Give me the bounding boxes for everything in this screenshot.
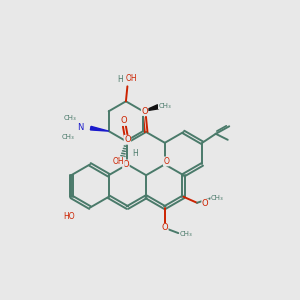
Polygon shape [90,126,109,131]
Text: O: O [164,157,169,166]
Text: HO: HO [63,212,75,221]
Text: O: O [121,116,127,125]
Text: O: O [141,106,148,116]
Text: O: O [202,199,208,208]
Text: CH₃: CH₃ [180,231,193,237]
Text: O: O [124,135,131,144]
Text: CH₃: CH₃ [62,134,75,140]
Text: O: O [161,224,168,232]
Text: CH₃: CH₃ [158,103,171,109]
Polygon shape [143,105,159,111]
Text: H: H [118,75,123,84]
Text: H: H [132,148,138,158]
Text: N: N [77,123,83,132]
Text: CH₃: CH₃ [211,195,224,201]
Text: CH₃: CH₃ [63,115,76,121]
Text: O: O [123,160,129,169]
Text: OH: OH [126,74,138,83]
Text: OH: OH [112,157,124,166]
